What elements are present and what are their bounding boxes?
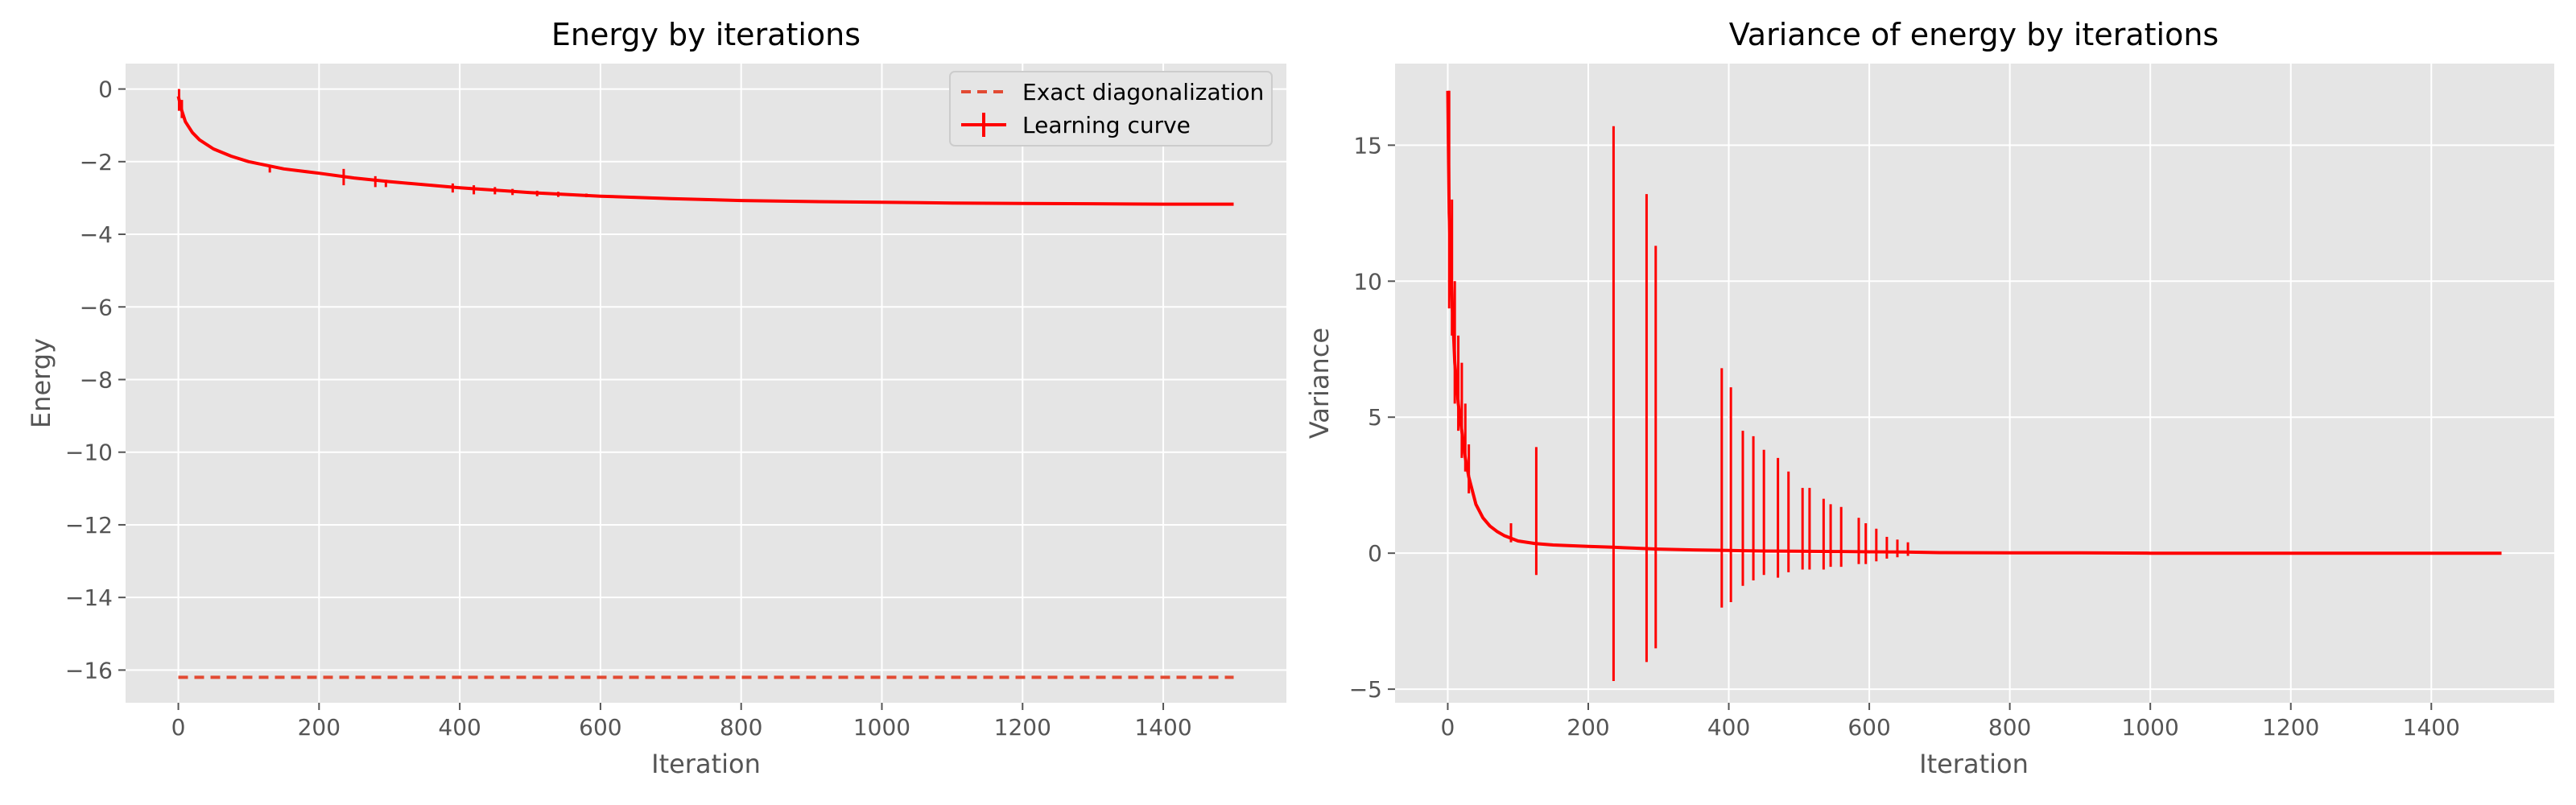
- energy-x-tick-label: 600: [579, 714, 621, 741]
- variance-y-axis-label: Variance: [1304, 328, 1335, 439]
- variance-plot-area: [1395, 64, 2554, 703]
- legend-learning-label: Learning curve: [1022, 112, 1191, 138]
- energy-y-tick-label: −14: [65, 584, 113, 611]
- energy-y-axis-label: Energy: [26, 338, 56, 428]
- variance-x-tick-label: 1200: [2262, 714, 2319, 741]
- variance-y-tick-label: −5: [1349, 676, 1382, 703]
- energy-x-tick-label: 200: [298, 714, 341, 741]
- variance-series: [1446, 90, 2502, 681]
- energy-x-ticks: 0 200 400 600 800 1000 1200 1400: [171, 703, 1192, 741]
- variance-x-tick-label: 600: [1847, 714, 1890, 741]
- energy-x-axis-label: Iteration: [651, 749, 761, 779]
- variance-x-tick-label: 1400: [2403, 714, 2460, 741]
- variance-x-tick-label: 800: [1988, 714, 2031, 741]
- energy-grid: [126, 64, 1286, 703]
- energy-chart-title: Energy by iterations: [551, 17, 861, 52]
- variance-line: [1446, 90, 2502, 555]
- variance-x-tick-label: 400: [1707, 714, 1750, 741]
- energy-y-tick-label: −12: [65, 512, 113, 539]
- variance-x-tick-label: 200: [1567, 714, 1609, 741]
- variance-chart: Variance of energy by iterations 0 200 400…: [1304, 17, 2554, 779]
- variance-x-tick-label: 0: [1441, 714, 1455, 741]
- variance-y-tick-label: 5: [1368, 404, 1382, 431]
- energy-y-tick-label: −2: [80, 149, 113, 175]
- energy-x-tick-label: 1400: [1134, 714, 1191, 741]
- legend-box: [949, 71, 1273, 147]
- energy-y-tick-label: −6: [80, 294, 113, 320]
- variance-y-tick-label: 10: [1353, 268, 1382, 295]
- energy-y-tick-label: −8: [80, 366, 113, 393]
- energy-chart: Energy by iterations 0 200 400 600 800 1000 12…: [26, 17, 1286, 779]
- energy-series: [176, 89, 1234, 679]
- variance-chart-title: Variance of energy by iterations: [1729, 17, 2219, 52]
- variance-y-tick-label: 15: [1353, 132, 1382, 159]
- energy-x-tick-label: 1000: [853, 714, 910, 741]
- energy-x-tick-label: 800: [720, 714, 762, 741]
- variance-y-tick-label: 0: [1368, 540, 1382, 567]
- learning-curve-line: [176, 96, 1234, 206]
- energy-y-ticks: 0 −2 −4 −6 −8 −10 −12 −14 −16: [65, 76, 126, 683]
- variance-y-ticks: −5 0 5 10 15: [1349, 132, 1395, 703]
- energy-x-tick-label: 0: [171, 714, 186, 741]
- energy-y-tick-label: −10: [65, 440, 113, 466]
- energy-x-tick-label: 400: [438, 714, 481, 741]
- variance-x-axis-label: Iteration: [1919, 749, 2029, 779]
- variance-x-ticks: 0 200 400 600 800 1000 1200 1400: [1441, 703, 2460, 741]
- energy-y-tick-label: 0: [98, 76, 113, 103]
- energy-x-tick-label: 1200: [994, 714, 1051, 741]
- legend-exact-label: Exact diagonalization: [1022, 79, 1264, 105]
- energy-y-tick-label: −4: [80, 221, 113, 248]
- energy-plot-area: [126, 64, 1286, 703]
- energy-y-tick-label: −16: [65, 657, 113, 683]
- variance-x-tick-label: 1000: [2122, 714, 2179, 741]
- energy-legend: Exact diagonalization Learning curve: [949, 71, 1273, 147]
